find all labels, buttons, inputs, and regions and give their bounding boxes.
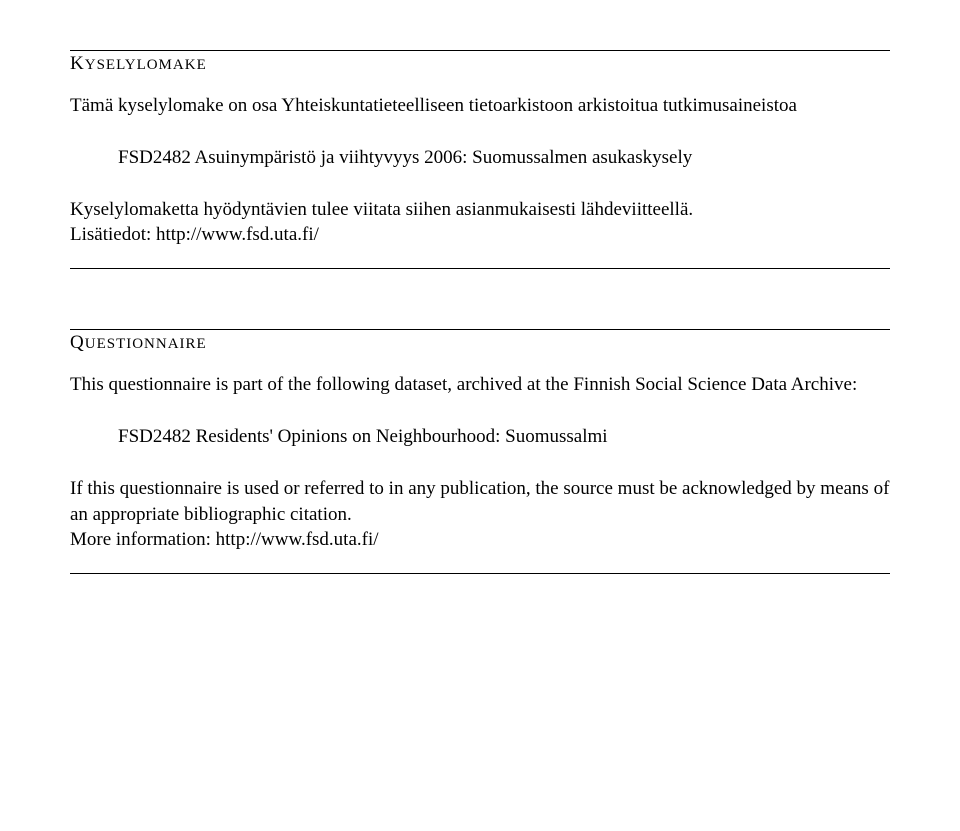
section1-link: Lisätiedot: http://www.fsd.uta.fi/ — [70, 224, 890, 246]
section2-intro: This questionnaire is part of the follow… — [70, 372, 890, 398]
section2-link: More information: http://www.fsd.uta.fi/ — [70, 529, 890, 551]
section1-intro: Tämä kyselylomake on osa Yhteiskuntatiet… — [70, 93, 890, 119]
heading1-rest: YSELYLOMAKE — [85, 57, 207, 73]
section1-instruction: Kyselylomaketta hyödyntävien tulee viita… — [70, 197, 890, 223]
heading2-first-letter: Q — [70, 332, 85, 353]
heading1-first-letter: K — [70, 53, 85, 74]
section2-instruction: If this questionnaire is used or referre… — [70, 476, 890, 527]
section2-dataset: FSD2482 Residents' Opinions on Neighbour… — [118, 426, 890, 448]
bottom-rule — [70, 573, 890, 574]
section2-heading: QUESTIONNAIRE — [70, 332, 890, 354]
heading2-rest: UESTIONNAIRE — [85, 336, 207, 352]
section1-heading: KYSELYLOMAKE — [70, 53, 890, 75]
section1-dataset: FSD2482 Asuinympäristö ja viihtyvyys 200… — [118, 147, 890, 169]
